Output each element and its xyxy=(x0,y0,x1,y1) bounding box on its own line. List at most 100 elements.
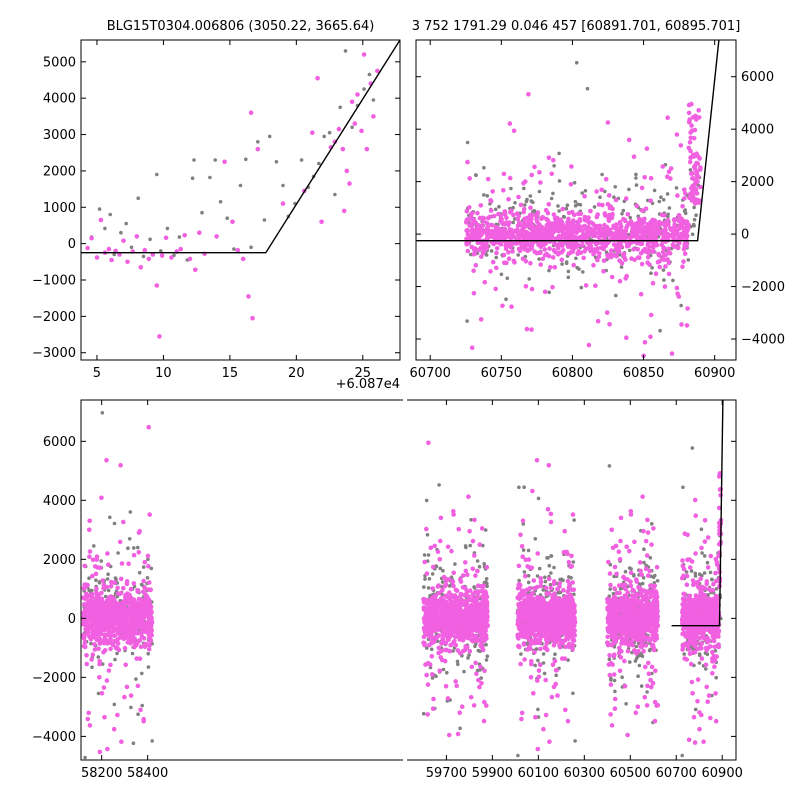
x-tick-label: 60900 xyxy=(694,366,735,381)
magenta-data-point xyxy=(556,604,562,610)
magenta-data-point xyxy=(509,304,514,310)
magenta-data-point xyxy=(122,645,128,651)
gray-data-point xyxy=(128,510,133,514)
gray-data-point xyxy=(519,652,523,656)
magenta-data-point xyxy=(470,566,476,572)
magenta-data-point xyxy=(591,248,596,254)
magenta-data-point xyxy=(692,177,698,183)
magenta-data-point xyxy=(669,351,675,356)
magenta-data-point xyxy=(433,605,438,610)
magenta-data-point xyxy=(681,259,686,264)
magenta-data-point xyxy=(672,222,677,228)
magenta-data-point xyxy=(106,246,112,252)
gray-data-point xyxy=(127,537,132,541)
magenta-data-point xyxy=(641,217,647,222)
magenta-data-point xyxy=(455,731,461,737)
gray-data-point xyxy=(521,548,526,552)
magenta-data-point xyxy=(423,625,428,630)
magenta-data-point xyxy=(666,260,672,266)
gray-data-point xyxy=(634,172,638,177)
magenta-data-point xyxy=(145,620,150,626)
magenta-data-point xyxy=(538,620,544,625)
gray-data-point xyxy=(116,551,120,555)
magenta-data-point xyxy=(474,671,479,677)
gray-data-point xyxy=(551,191,555,196)
magenta-data-point xyxy=(694,191,700,196)
magenta-data-point xyxy=(82,644,88,649)
magenta-data-point xyxy=(125,625,130,631)
magenta-data-point xyxy=(121,519,126,525)
magenta-data-point xyxy=(117,539,123,545)
magenta-data-point xyxy=(642,175,647,180)
magenta-data-point xyxy=(560,243,565,248)
magenta-data-point xyxy=(593,226,598,231)
magenta-data-point xyxy=(674,132,680,137)
magenta-data-point xyxy=(473,233,478,239)
magenta-data-point xyxy=(103,608,109,614)
magenta-data-point xyxy=(516,603,522,609)
magenta-data-point xyxy=(92,564,98,569)
gray-data-point xyxy=(531,200,535,205)
magenta-data-point xyxy=(607,205,613,211)
gray-data-point xyxy=(511,220,515,225)
magenta-data-point xyxy=(84,653,89,658)
magenta-data-point xyxy=(136,550,142,555)
magenta-data-point xyxy=(651,240,657,245)
magenta-data-point xyxy=(437,557,443,562)
magenta-data-point xyxy=(542,289,548,295)
magenta-data-point xyxy=(522,216,527,222)
magenta-data-point xyxy=(344,168,350,174)
magenta-data-point xyxy=(479,526,485,531)
magenta-data-point xyxy=(319,219,324,225)
magenta-data-point xyxy=(87,723,93,728)
magenta-data-point xyxy=(569,164,574,169)
magenta-data-point xyxy=(83,596,88,602)
magenta-data-point xyxy=(443,683,449,689)
magenta-data-point xyxy=(610,211,615,217)
magenta-data-point xyxy=(622,233,628,239)
magenta-data-point xyxy=(197,230,202,235)
magenta-data-point xyxy=(650,280,656,286)
magenta-data-point xyxy=(347,181,352,186)
magenta-data-point xyxy=(442,658,448,664)
gray-data-point xyxy=(140,703,144,708)
magenta-data-point xyxy=(121,238,126,243)
magenta-data-point xyxy=(119,739,124,744)
magenta-data-point xyxy=(510,249,515,254)
magenta-data-point xyxy=(135,610,140,616)
gray-data-point xyxy=(343,49,348,53)
gray-data-point xyxy=(671,278,675,283)
magenta-data-point xyxy=(546,621,552,627)
magenta-data-point xyxy=(571,638,577,643)
magenta-data-point xyxy=(518,532,523,538)
magenta-data-point xyxy=(537,609,543,614)
magenta-data-point xyxy=(118,576,124,582)
magenta-data-point xyxy=(94,586,99,591)
magenta-data-point xyxy=(520,518,526,524)
magenta-data-point xyxy=(566,210,572,216)
magenta-data-point xyxy=(676,294,682,299)
magenta-data-point xyxy=(452,597,458,602)
magenta-data-point xyxy=(524,600,530,605)
gray-data-point xyxy=(455,659,460,664)
gray-data-point xyxy=(634,183,639,187)
magenta-data-point xyxy=(515,216,521,222)
magenta-data-point xyxy=(478,664,483,670)
gray-data-point xyxy=(665,192,670,196)
magenta-data-point xyxy=(547,246,552,251)
magenta-data-point xyxy=(541,228,546,233)
magenta-data-point xyxy=(684,323,690,328)
magenta-data-point xyxy=(99,631,104,637)
gray-data-point xyxy=(572,518,576,522)
magenta-data-point xyxy=(568,564,573,570)
magenta-data-point xyxy=(696,108,701,113)
gray-data-point xyxy=(661,268,666,272)
gray-data-point xyxy=(516,253,520,257)
magenta-data-point xyxy=(556,246,561,251)
magenta-data-point xyxy=(549,171,554,177)
magenta-data-point xyxy=(674,285,680,291)
gray-data-point xyxy=(585,86,590,91)
magenta-data-point xyxy=(478,642,484,648)
magenta-data-point xyxy=(604,310,610,315)
gray-data-point xyxy=(482,562,487,566)
